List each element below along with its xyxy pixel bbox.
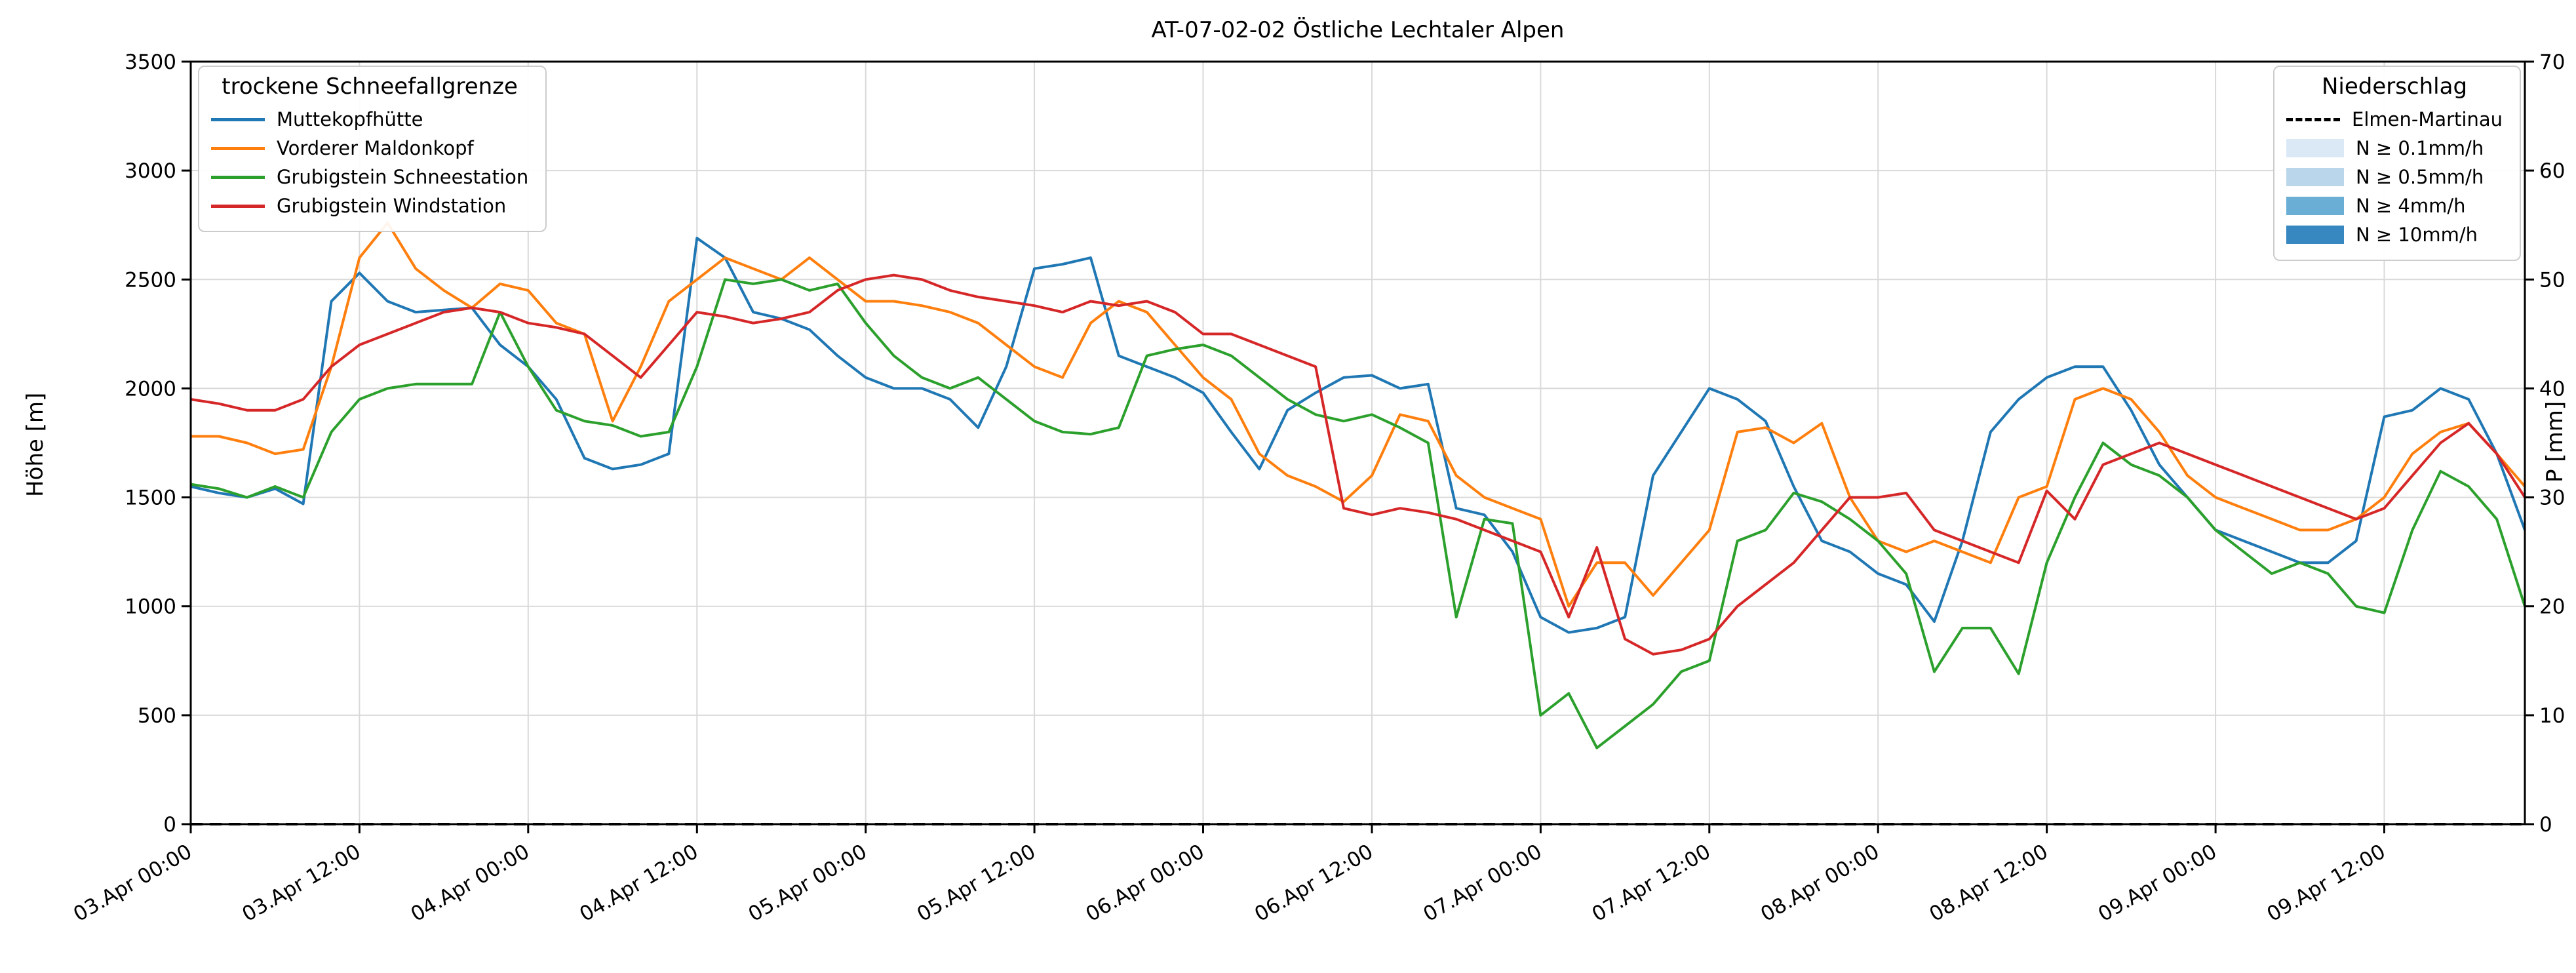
x-tick-label: 07.Apr 12:00	[1588, 840, 1715, 926]
legend-label: N ≥ 10mm/h	[2356, 224, 2478, 246]
y-tick-label-right: 0	[2539, 813, 2552, 837]
x-tick-label: 05.Apr 00:00	[745, 840, 871, 926]
y-tick-label-right: 50	[2539, 268, 2565, 292]
x-tick-label: 08.Apr 00:00	[1757, 840, 1883, 926]
precip-level-2-swatch	[2286, 168, 2344, 186]
precip-level-3-swatch	[2286, 197, 2344, 215]
legend-precipitation: Niederschlag Elmen-Martinau N ≥ 0.1mm/h …	[2273, 66, 2521, 261]
y-tick-label-left: 500	[138, 704, 176, 728]
y-tick-label-left: 2500	[125, 268, 176, 292]
series-line-2	[190, 278, 2526, 749]
x-tick-label: 08.Apr 12:00	[1926, 840, 2052, 926]
y-tick-label-right: 70	[2539, 50, 2565, 74]
legend-item-grubigstein-schneestation: Grubigstein Schneestation	[211, 163, 528, 191]
tick-marks	[182, 60, 2534, 833]
y-tick-label-left: 1500	[125, 486, 176, 510]
legend-item-precip-level-2: N ≥ 0.5mm/h	[2286, 163, 2503, 191]
x-tick-label: 04.Apr 00:00	[407, 840, 534, 926]
series-line-3	[190, 273, 2526, 656]
x-tick-label: 03.Apr 12:00	[238, 840, 364, 926]
x-tick-label: 06.Apr 12:00	[1251, 840, 1377, 926]
muttekopfhuette-line-swatch	[211, 117, 265, 121]
legend-snowfall-limit: trockene Schneefallgrenze Muttekopfhütte…	[198, 66, 547, 232]
y-tick-label-right: 30	[2539, 486, 2565, 510]
legend-label: N ≥ 4mm/h	[2356, 195, 2466, 217]
grubigstein-windstation-line-swatch	[211, 204, 265, 208]
legend-label: Grubigstein Windstation	[277, 195, 507, 217]
legend-label: Grubigstein Schneestation	[277, 166, 529, 188]
y-tick-label-left: 3000	[125, 159, 176, 183]
y-tick-label-left: 3500	[125, 50, 176, 74]
legend-item-precip-level-3: N ≥ 4mm/h	[2286, 191, 2503, 220]
x-tick-label: 05.Apr 12:00	[913, 840, 1040, 926]
y-tick-label-right: 40	[2539, 377, 2565, 401]
legend-item-vorderer-maldonkopf: Vorderer Maldonkopf	[211, 134, 528, 163]
legend-item-grubigstein-windstation: Grubigstein Windstation	[211, 191, 528, 220]
legend-item-muttekopfhuette: Muttekopfhütte	[211, 105, 528, 134]
series-line-1	[191, 221, 2526, 608]
x-tick-label: 07.Apr 00:00	[1419, 840, 1546, 926]
legend-item-precip-level-4: N ≥ 10mm/h	[2286, 220, 2503, 249]
x-tick-label: 09.Apr 12:00	[2263, 840, 2389, 926]
vorderer-maldonkopf-line-swatch	[211, 146, 265, 150]
legend-snowfall-title: trockene Schneefallgrenze	[222, 73, 518, 100]
x-tick-label: 03.Apr 00:00	[69, 840, 196, 926]
y-tick-label-left: 0	[163, 813, 176, 837]
legend-label: N ≥ 0.1mm/h	[2356, 137, 2484, 159]
y-tick-label-right: 20	[2539, 595, 2565, 619]
y-tick-label-left: 2000	[125, 377, 176, 401]
legend-precipitation-title: Niederschlag	[2321, 73, 2468, 100]
plot-frame	[189, 60, 2526, 825]
chart-title: AT-07-02-02 Östliche Lechtaler Alpen	[1151, 17, 1565, 43]
legend-item-elmen-martinau: Elmen-Martinau	[2286, 105, 2503, 134]
precip-level-4-swatch	[2286, 226, 2344, 244]
series-lines	[190, 221, 2526, 749]
y-tick-label-left: 1000	[125, 595, 176, 619]
legend-label: Muttekopfhütte	[277, 108, 423, 130]
precip-level-1-swatch	[2286, 139, 2344, 157]
y-tick-label-right: 60	[2539, 159, 2565, 183]
legend-label: Elmen-Martinau	[2352, 108, 2503, 130]
x-tick-label: 06.Apr 00:00	[1082, 840, 1208, 926]
y-tick-label-right: 10	[2539, 704, 2565, 728]
x-tick-label: 04.Apr 12:00	[576, 840, 702, 926]
legend-item-precip-level-1: N ≥ 0.1mm/h	[2286, 134, 2503, 163]
series-line-0	[190, 237, 2526, 634]
legend-label: Vorderer Maldonkopf	[277, 137, 474, 159]
elmen-martinau-dashed-line-swatch	[2286, 117, 2340, 121]
legend-label: N ≥ 0.5mm/h	[2356, 166, 2484, 188]
x-tick-label: 09.Apr 00:00	[2094, 840, 2221, 926]
grubigstein-schneestation-line-swatch	[211, 175, 265, 179]
